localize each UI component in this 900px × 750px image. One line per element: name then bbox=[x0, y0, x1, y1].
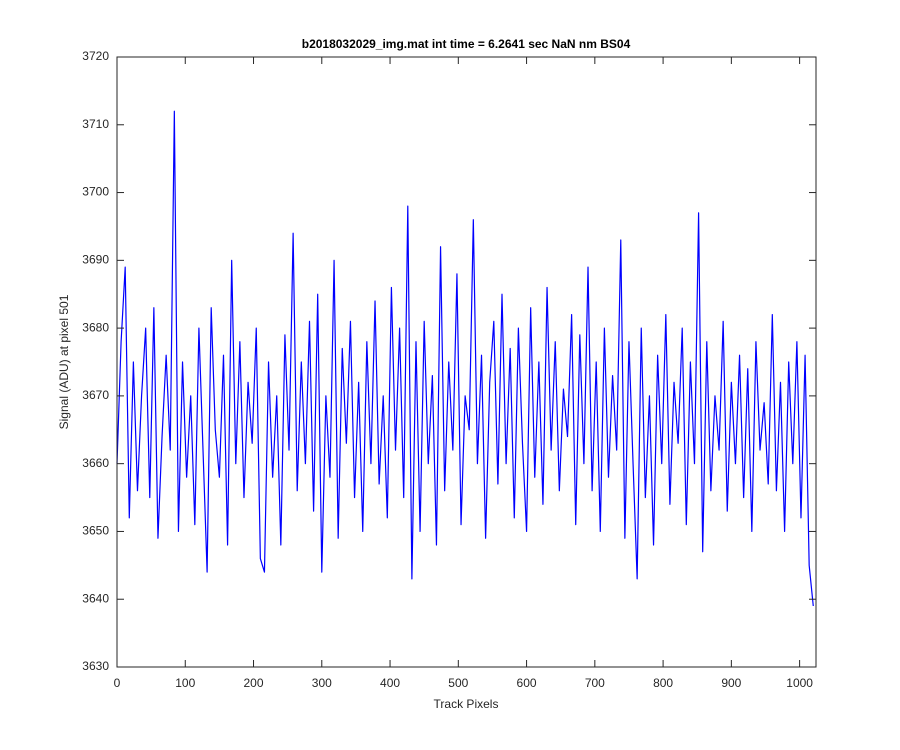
y-tick-label: 3630 bbox=[82, 659, 109, 673]
x-tick-label: 900 bbox=[721, 676, 741, 690]
data-line bbox=[116, 110, 814, 607]
y-tick-label: 3650 bbox=[82, 524, 109, 538]
y-tick-label: 3720 bbox=[82, 49, 109, 63]
y-tick-label: 3680 bbox=[82, 320, 109, 334]
x-tick-label: 1000 bbox=[786, 676, 813, 690]
x-tick-label: 500 bbox=[448, 676, 468, 690]
y-tick-label: 3710 bbox=[82, 117, 109, 131]
y-tick-label: 3640 bbox=[82, 591, 109, 605]
chart-title: b2018032029_img.mat int time = 6.2641 se… bbox=[302, 37, 631, 51]
x-tick-label: 0 bbox=[114, 676, 121, 690]
x-tick-label: 400 bbox=[380, 676, 400, 690]
y-tick-label: 3670 bbox=[82, 388, 109, 402]
axes-box bbox=[116, 56, 817, 668]
x-axis-label: Track Pixels bbox=[434, 697, 499, 711]
y-tick-label: 3690 bbox=[82, 253, 109, 267]
x-tick-label: 700 bbox=[585, 676, 605, 690]
y-tick-label: 3700 bbox=[82, 185, 109, 199]
x-tick-label: 200 bbox=[244, 676, 264, 690]
x-tick-label: 300 bbox=[312, 676, 332, 690]
x-tick-label: 600 bbox=[517, 676, 537, 690]
y-tick-label: 3660 bbox=[82, 456, 109, 470]
y-axis-label: Signal (ADU) at pixel 501 bbox=[57, 294, 71, 429]
x-tick-label: 800 bbox=[653, 676, 673, 690]
x-tick-label: 100 bbox=[175, 676, 195, 690]
